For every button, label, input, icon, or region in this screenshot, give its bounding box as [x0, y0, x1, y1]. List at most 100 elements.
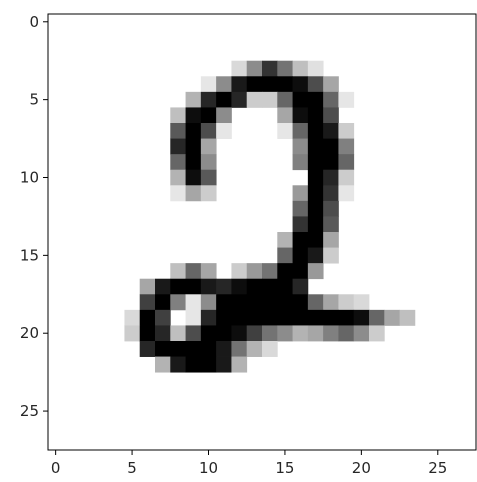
pixel-cell [185, 123, 202, 139]
pixel-cell [292, 185, 309, 202]
pixel-cell [200, 294, 217, 311]
pixel-cell [338, 325, 355, 342]
pixel-cell [323, 216, 339, 233]
pixel-cell [200, 356, 217, 373]
pixel-cell [292, 154, 309, 171]
pixel-cell [323, 169, 339, 186]
pixel-cell [185, 356, 202, 373]
pixel-cell [246, 309, 263, 326]
pixel-cell [307, 309, 324, 326]
pixel-cell [323, 76, 339, 93]
pixel-cell [200, 76, 217, 93]
pixel-cell [185, 169, 202, 186]
pixel-cell [185, 278, 202, 295]
pixel-cell [170, 154, 186, 171]
pixel-cell [262, 76, 278, 93]
pixel-cell [323, 325, 339, 342]
pixel-cell [277, 232, 293, 248]
pixel-cell [200, 325, 217, 342]
pixel-cell [124, 309, 141, 326]
pixel-cell [155, 325, 171, 342]
pixel-cell [185, 325, 202, 342]
pixel-cell [170, 341, 186, 357]
pixel-cell [399, 309, 416, 326]
pixel-cell [307, 294, 324, 311]
pixel-cell [262, 60, 278, 77]
pixel-cell [170, 169, 186, 186]
pixel-cell [323, 91, 339, 108]
pixel-cell [307, 76, 324, 93]
pixel-cell [307, 325, 324, 342]
pixel-cell [231, 341, 248, 357]
pixel-cell [292, 263, 309, 280]
pixel-cell [216, 107, 232, 124]
y-tick-label: 25 [20, 402, 39, 420]
pixel-cell [338, 294, 355, 311]
pixel-cell [323, 123, 339, 139]
pixel-cell [338, 309, 355, 326]
pixel-cell [292, 60, 309, 77]
pixel-cell [139, 294, 156, 311]
pixel-cell [292, 91, 309, 108]
pixel-cell [139, 325, 156, 342]
pixel-cell [323, 138, 339, 155]
pixel-cell [338, 185, 355, 202]
pixel-cell [231, 325, 248, 342]
pixel-cell [277, 247, 293, 264]
pixel-cell [170, 263, 186, 280]
pixel-cell [185, 263, 202, 280]
y-tick-label: 15 [20, 246, 39, 264]
pixel-cell [262, 91, 278, 108]
pixel-cell [124, 325, 141, 342]
pixel-cell [353, 325, 370, 342]
pixel-cell [200, 278, 217, 295]
pixel-cell [246, 263, 263, 280]
pixel-cell [185, 185, 202, 202]
axes-frame [47, 13, 477, 451]
pixel-cell [185, 107, 202, 124]
pixel-cell [216, 309, 232, 326]
pixel-cell [200, 91, 217, 108]
pixel-cell [307, 154, 324, 171]
pixel-cell [323, 154, 339, 171]
pixel-cell [262, 325, 278, 342]
pixel-cell [338, 91, 355, 108]
pixel-cell [292, 247, 309, 264]
y-tick-label: 10 [20, 169, 39, 187]
pixel-cell [292, 278, 309, 295]
pixel-cell [200, 169, 217, 186]
pixel-cell [155, 294, 171, 311]
pixel-cell [307, 60, 324, 77]
pixel-cell [307, 232, 324, 248]
y-tick-label: 5 [29, 91, 39, 109]
pixel-cell [277, 76, 293, 93]
pixel-cell [292, 200, 309, 217]
pixel-cell [307, 123, 324, 139]
pixel-cell [323, 247, 339, 264]
pixel-cell [338, 123, 355, 139]
pixel-cell [292, 216, 309, 233]
pixel-cell [170, 107, 186, 124]
pixel-cell [307, 247, 324, 264]
pixel-cell [323, 185, 339, 202]
pixel-cell [307, 200, 324, 217]
pixel-cell [170, 294, 186, 311]
pixel-cell [216, 91, 232, 108]
pixel-cell [323, 107, 339, 124]
pixel-cell [200, 309, 217, 326]
x-tick-label: 5 [127, 459, 137, 477]
pixel-cell [353, 309, 370, 326]
pixel-cell [292, 294, 309, 311]
pixel-cell [200, 154, 217, 171]
pixel-cell [200, 263, 217, 280]
pixel-cell [200, 107, 217, 124]
pixel-cell [185, 294, 202, 311]
pixel-cell [277, 91, 293, 108]
x-tick-label: 10 [199, 459, 218, 477]
pixel-cell [139, 341, 156, 357]
x-axis: 0 5 10 15 20 25 [51, 450, 447, 477]
pixel-cell [323, 232, 339, 248]
pixel-cell [246, 91, 263, 108]
pixel-cell [338, 138, 355, 155]
x-tick-label: 20 [352, 459, 371, 477]
